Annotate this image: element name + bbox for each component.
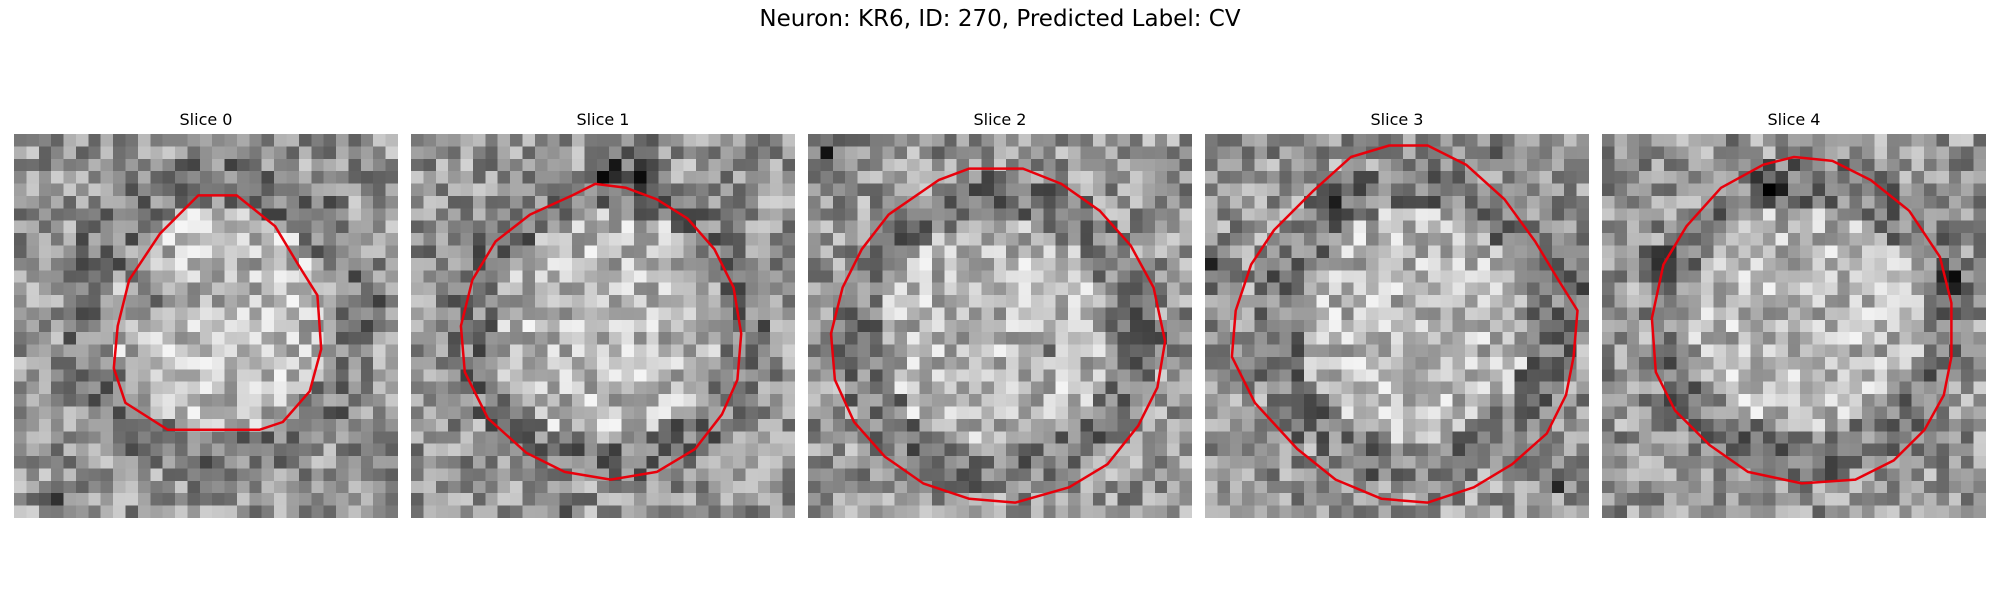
- slice-panel-4: Slice 4: [1602, 110, 1986, 518]
- segmentation-contour: [112, 194, 323, 431]
- segmentation-contour: [1650, 155, 1953, 485]
- slice-title-1: Slice 1: [576, 110, 630, 129]
- slice-image-1: [411, 134, 795, 518]
- slice-panel-0: Slice 0: [14, 110, 398, 518]
- pixel-grid: [1602, 134, 1986, 518]
- slice-panel-2: Slice 2: [808, 110, 1192, 518]
- pixel-grid: [411, 134, 795, 518]
- slice-image-0: [14, 134, 398, 518]
- pixel-grid: [808, 134, 1192, 518]
- slice-title-2: Slice 2: [973, 110, 1027, 129]
- slice-title-4: Slice 4: [1767, 110, 1821, 129]
- pixel-grid: [1205, 134, 1589, 518]
- segmentation-contour: [1230, 144, 1579, 504]
- slice-title-3: Slice 3: [1370, 110, 1424, 129]
- slice-panel-3: Slice 3: [1205, 110, 1589, 518]
- slice-title-0: Slice 0: [179, 110, 233, 129]
- slice-image-3: [1205, 134, 1589, 518]
- segmentation-contour: [829, 167, 1167, 504]
- slice-image-4: [1602, 134, 1986, 518]
- slice-panel-1: Slice 1: [411, 110, 795, 518]
- pixel-grid: [14, 134, 398, 518]
- segmentation-contour: [459, 182, 743, 481]
- figure-title: Neuron: KR6, ID: 270, Predicted Label: C…: [759, 6, 1241, 32]
- slice-image-2: [808, 134, 1192, 518]
